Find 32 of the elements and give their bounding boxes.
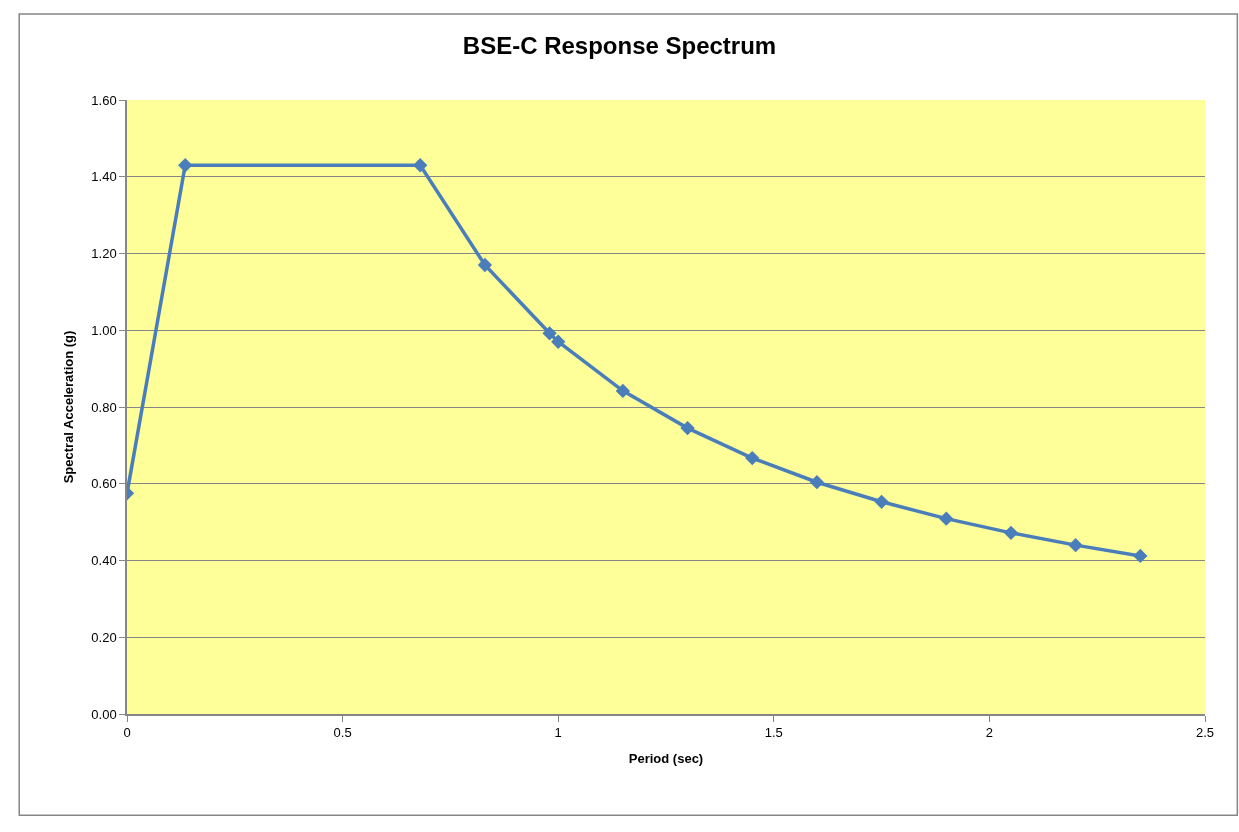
point [542, 326, 557, 341]
x-tick-label: 2 [985, 725, 994, 741]
x-axis-title: Period (sec) [628, 751, 704, 767]
x-tick-label: 0 [123, 725, 131, 741]
x-tick-label: 2.5 [1195, 725, 1215, 741]
point [551, 334, 566, 349]
y-tick-label: 0.20 [91, 629, 117, 645]
point [178, 158, 193, 173]
point [413, 158, 428, 173]
point [1133, 548, 1148, 564]
point [874, 494, 889, 509]
y-tick-label: 1.00 [91, 322, 117, 338]
chart-title: BSE-C Response Spectrum [462, 32, 777, 60]
y-tick-label: 0.80 [91, 399, 117, 415]
point [809, 475, 825, 490]
y-tick-label: 1.40 [91, 169, 117, 185]
point [680, 420, 695, 436]
x-tick-label: 0.5 [333, 725, 352, 741]
y-tick-label: 0.40 [91, 553, 117, 569]
x-tick-label: 1 [554, 725, 562, 741]
y-tick-label: 1.20 [91, 246, 117, 262]
point [1003, 525, 1019, 541]
point [477, 257, 493, 273]
x-tick-label: 1.5 [764, 725, 783, 741]
y-axis-title: Spectral Acceleration (g) [60, 330, 76, 484]
point [745, 450, 760, 466]
point [615, 383, 631, 399]
point [1068, 538, 1083, 553]
y-tick-label: 1.60 [91, 92, 117, 108]
point [939, 511, 954, 526]
y-tick-label: 0.00 [91, 706, 117, 722]
y-tick-label: 0.60 [91, 476, 117, 492]
